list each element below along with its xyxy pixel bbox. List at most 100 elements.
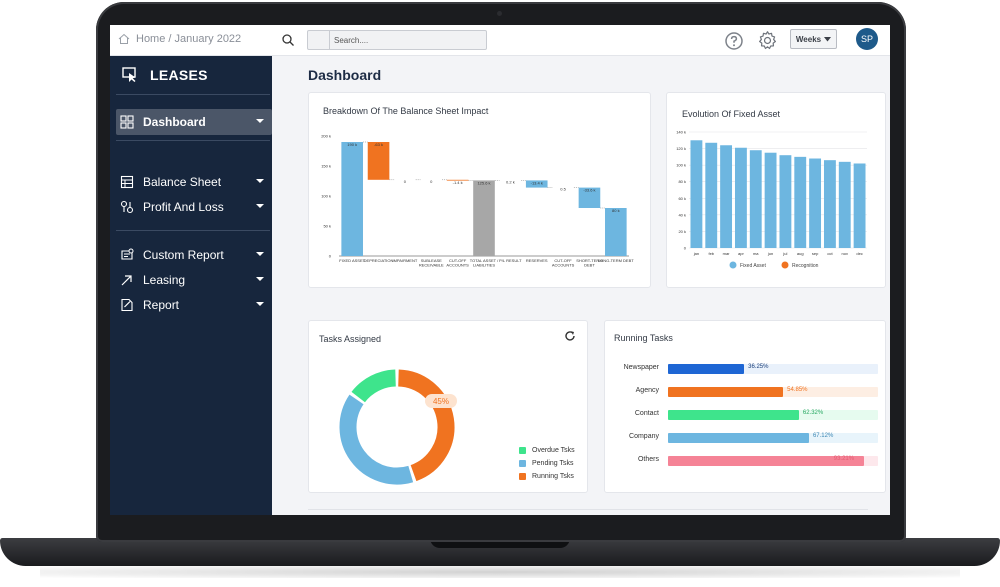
- x-tick-label-line: RECEIVABLE: [419, 263, 444, 268]
- leases-logo-icon: [122, 67, 136, 82]
- card-title: Running Tasks: [614, 333, 673, 343]
- fixed-asset-bar: [853, 163, 866, 248]
- sidebar-item-profit-and-loss[interactable]: Profit And Loss: [116, 194, 272, 220]
- x-tick-label-line: FIXED ASSET: [339, 258, 365, 263]
- search-input[interactable]: [334, 33, 482, 47]
- waterfall-bar: [605, 208, 627, 256]
- progress-fill: [668, 364, 745, 374]
- bar-value-label: 0: [430, 179, 433, 184]
- x-tick-label-line: DEPRECIATION: [364, 258, 394, 263]
- sidebar-item-custom-report[interactable]: Custom Report: [116, 242, 272, 268]
- page-title: Dashboard: [308, 67, 382, 83]
- bar-value-label: -1.4 k: [453, 180, 463, 185]
- bar-value-label: 0.2 k: [506, 179, 515, 184]
- x-tick-label: FIXED ASSET: [339, 258, 365, 263]
- gear-icon[interactable]: [757, 30, 778, 51]
- home-icon[interactable]: [118, 33, 130, 45]
- sidebar-divider: [116, 94, 270, 95]
- avatar-initials: SP: [860, 34, 873, 44]
- top-bar: Home / January 2022 Weeks SP: [110, 25, 890, 56]
- x-tick-label-line: RESERVES: [526, 258, 548, 263]
- legend-swatch: [519, 473, 526, 480]
- y-tick-label: 50 k: [323, 224, 331, 229]
- avatar[interactable]: SP: [856, 28, 878, 50]
- x-tick-label: SUBLEASE RECEIVABLE: [419, 258, 444, 268]
- bar-value-label: 190 k: [347, 142, 357, 147]
- progress-track: [668, 410, 878, 420]
- refresh-icon[interactable]: [564, 330, 576, 342]
- waterfall-chart: 0 50 k 100 k 150 k 200 k 190 k FIXED ASSET -63 …: [321, 134, 634, 268]
- brand[interactable]: LEASES: [122, 67, 208, 83]
- progress-value: 62.32%: [802, 410, 824, 416]
- bar-value-label: -13.4 k: [531, 180, 543, 185]
- x-tick-label: ma: [753, 251, 759, 256]
- x-tick-label: CUT-OFF ACCOUNTS: [446, 258, 469, 268]
- sidebar-item-label: Leasing: [143, 273, 186, 287]
- breadcrumb-text[interactable]: Home / January 2022: [136, 33, 242, 45]
- fixed-asset-bar: [705, 142, 718, 248]
- search-box: [307, 30, 487, 50]
- x-tick-label: oct: [827, 251, 833, 256]
- laptop-base-notch: [430, 538, 570, 548]
- x-tick-label: sep: [812, 251, 819, 256]
- tasks-assigned-card: Tasks Assigned 45% Overdue Tsks Pending …: [308, 320, 588, 493]
- laptop-shadow: [40, 566, 960, 578]
- fixed-asset-bar: [779, 155, 792, 248]
- y-tick-label: 60 k: [678, 196, 686, 201]
- fixed-asset-bar: [809, 158, 822, 248]
- report-icon: [121, 298, 133, 312]
- bar-value-label: -33.6 k: [583, 188, 595, 193]
- dashboard-icon: [120, 115, 134, 129]
- x-tick-label: feb: [708, 251, 714, 256]
- custom-report-icon: [121, 248, 134, 260]
- progress-track: [668, 456, 878, 466]
- fixed-asset-bar: [764, 152, 777, 248]
- sidebar: LEASES Dashboard Balance Sheet Profit An…: [110, 56, 272, 515]
- fixed-asset-bar: [690, 140, 703, 248]
- bar-value-label: 80 k: [612, 208, 620, 213]
- tasks-donut-chart: 45%: [339, 369, 457, 485]
- progress-value: 93.21%: [833, 456, 855, 462]
- bar-value-label: 0: [404, 179, 407, 184]
- fixed-asset-card: Evolution Of Fixed Asset 0 20 k 40 k 60 k 80…: [666, 92, 886, 288]
- sidebar-item-report[interactable]: Report: [116, 292, 272, 318]
- x-tick-label: jan: [693, 251, 699, 256]
- callout-badge: [425, 394, 457, 408]
- running-task-row: Company 67.12%: [605, 431, 885, 443]
- card-title: Evolution Of Fixed Asset: [682, 109, 781, 119]
- period-select[interactable]: Weeks: [790, 29, 837, 49]
- y-tick-label: 200 k: [321, 134, 331, 139]
- help-icon[interactable]: [724, 31, 744, 51]
- sidebar-item-label: Custom Report: [143, 248, 224, 262]
- x-tick-label-line: CUT-OFF: [449, 258, 467, 263]
- x-tick-label-line: SUBLEASE: [421, 258, 442, 263]
- x-tick-label-line: LONG-TERM DEBT: [598, 258, 634, 263]
- legend-label: Pending Tsks: [532, 460, 574, 467]
- x-tick-label: apr: [738, 251, 744, 256]
- fixed-asset-bar: [794, 156, 807, 248]
- fixed-asset-bar: [720, 145, 733, 248]
- running-task-label: Agency: [635, 387, 659, 394]
- legend-label: Recognition: [792, 263, 819, 269]
- progress-value: 67.12%: [812, 433, 834, 439]
- y-tick-label: 0: [684, 246, 687, 251]
- breadcrumb: Home / January 2022: [118, 33, 241, 45]
- card-title: Tasks Assigned: [319, 334, 382, 344]
- progress-track: [668, 364, 878, 374]
- search-icon[interactable]: [281, 33, 295, 47]
- balance-sheet-icon: [120, 175, 134, 189]
- leasing-icon: [121, 275, 132, 286]
- running-task-row: Agency 54.85%: [605, 385, 885, 397]
- fixed-asset-bar: [734, 147, 747, 248]
- y-tick-label: 40 k: [678, 212, 686, 217]
- x-tick-label: aug: [797, 251, 804, 256]
- y-tick-label: 0: [329, 254, 332, 259]
- sidebar-item-balance-sheet[interactable]: Balance Sheet: [116, 169, 272, 195]
- sidebar-item-leasing[interactable]: Leasing: [116, 267, 272, 293]
- sidebar-divider: [116, 230, 270, 231]
- x-tick-label: jun: [767, 251, 773, 256]
- waterfall-bar: [446, 179, 469, 181]
- legend-swatch: [519, 460, 526, 467]
- sidebar-item-dashboard[interactable]: Dashboard: [116, 109, 272, 135]
- x-tick-label-line: SHORT-TERM: [576, 258, 602, 263]
